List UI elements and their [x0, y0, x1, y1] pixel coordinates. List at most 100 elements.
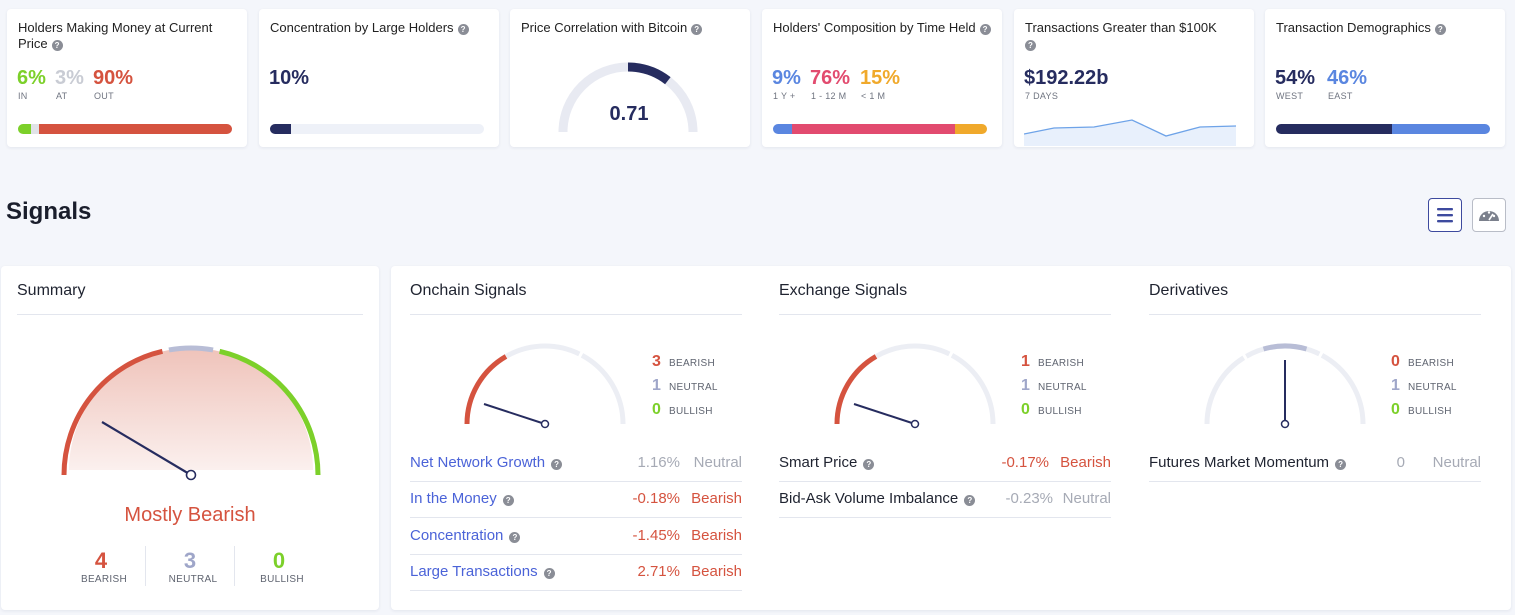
- mid-term-segment: [792, 124, 955, 134]
- signal-name[interactable]: In the Money?: [410, 490, 514, 507]
- signal-pct: 0: [1396, 454, 1405, 471]
- derivatives-bearish-count: 0: [1391, 353, 1400, 370]
- exchange-title: Exchange Signals: [779, 282, 908, 299]
- signal-row-in-the-money[interactable]: In the Money? -0.18% Bearish: [410, 482, 742, 518]
- gauge-view-button[interactable]: [1472, 198, 1506, 232]
- money-card-title: Holders Making Money at Current Price?: [18, 20, 213, 51]
- signal-pct: -0.17%: [1001, 454, 1049, 471]
- in-value: 6%: [17, 67, 46, 89]
- signal-status: Bearish: [691, 490, 742, 507]
- correlation-gauge-fill: [627, 62, 671, 85]
- onchain-neutral-label: NEUTRAL: [669, 382, 718, 393]
- help-icon[interactable]: ?: [691, 24, 703, 35]
- help-icon[interactable]: ?: [543, 568, 555, 579]
- help-icon[interactable]: ?: [551, 459, 563, 470]
- list-view-button[interactable]: [1428, 198, 1462, 232]
- summary-neutral-label: NEUTRAL: [168, 574, 218, 585]
- summary-bearish-count: 4: [94, 548, 108, 573]
- onchain-bullish-count: 0: [652, 401, 661, 418]
- signal-row-large-transactions[interactable]: Large Transactions? 2.71% Bearish: [410, 555, 742, 591]
- help-icon[interactable]: ?: [502, 495, 514, 506]
- signal-name[interactable]: Concentration?: [410, 527, 521, 544]
- help-icon[interactable]: ?: [1434, 24, 1446, 35]
- composition-bar: [773, 124, 987, 134]
- help-icon[interactable]: ?: [863, 459, 875, 470]
- signal-pct: 1.16%: [637, 454, 680, 471]
- help-icon[interactable]: ?: [509, 532, 521, 543]
- derivatives-bullish-count: 0: [1391, 401, 1400, 418]
- summary-gauge: [61, 345, 321, 481]
- signal-pct: 2.71%: [637, 563, 680, 580]
- summary-verdict: Mostly Bearish: [124, 504, 256, 526]
- onchain-bearish-count: 3: [652, 353, 661, 370]
- derivatives-title: Derivatives: [1149, 282, 1229, 299]
- at-segment: [30, 124, 40, 134]
- help-icon[interactable]: ?: [1335, 459, 1347, 470]
- help-icon[interactable]: ?: [51, 40, 63, 51]
- transactions-period: 7 DAYS: [1025, 91, 1059, 101]
- exchange-needle: [853, 403, 916, 425]
- onchain-bullish-label: BULLISH: [669, 406, 713, 417]
- out-label: OUT: [94, 91, 114, 101]
- transactions-value: $192.22b: [1024, 67, 1109, 89]
- help-icon[interactable]: ?: [979, 24, 991, 35]
- concentration-value: 10%: [269, 67, 310, 89]
- onchain-needle: [483, 403, 546, 425]
- correlation-gauge: [558, 62, 698, 133]
- out-value: 90%: [93, 67, 134, 89]
- money-bar: [18, 124, 232, 134]
- divider: [145, 546, 146, 586]
- at-label: AT: [56, 91, 68, 101]
- east-segment: [1391, 124, 1490, 134]
- divider: [234, 546, 235, 586]
- signal-row-smart-price[interactable]: Smart Price? -0.17% Bearish: [779, 446, 1111, 482]
- exchange-neutral-count: 1: [1021, 377, 1030, 394]
- long-term-label: 1 Y +: [773, 91, 796, 101]
- signal-name: Bid-Ask Volume Imbalance?: [779, 490, 976, 507]
- signal-status: Bearish: [691, 563, 742, 580]
- concentration-fill: [270, 124, 292, 134]
- help-icon[interactable]: ?: [964, 495, 976, 506]
- signal-row-bid-ask-volume-imbalance[interactable]: Bid-Ask Volume Imbalance? -0.23% Neutral: [779, 482, 1111, 518]
- signal-status: Neutral: [693, 454, 742, 471]
- signal-name[interactable]: Net Network Growth?: [410, 454, 563, 471]
- composition-card-title: Holders' Composition by Time Held?: [773, 20, 992, 36]
- exchange-gauge: [834, 343, 996, 429]
- correlation-card-title: Price Correlation with Bitcoin?: [521, 20, 740, 36]
- exchange-bearish-label: BEARISH: [1038, 358, 1085, 369]
- west-value: 54%: [1275, 67, 1316, 89]
- onchain-neutral-count: 1: [652, 377, 661, 394]
- money-card: Holders Making Money at Current Price? 6…: [7, 9, 247, 147]
- divider: [410, 314, 742, 315]
- summary-neutral-count: 3: [183, 548, 197, 573]
- signal-pct: -0.18%: [632, 490, 680, 507]
- in-segment: [18, 124, 31, 134]
- concentration-bar: [270, 124, 484, 134]
- onchain-gauge: [464, 343, 626, 429]
- summary-card: Summary Mostly Bearish 4 BEARISH 3 NEUTR…: [1, 266, 379, 610]
- signal-name: Futures Market Momentum?: [1149, 454, 1347, 471]
- signal-status: Bearish: [691, 527, 742, 544]
- onchain-title: Onchain Signals: [410, 282, 527, 299]
- signal-row-concentration[interactable]: Concentration? -1.45% Bearish: [410, 519, 742, 555]
- exchange-bullish-label: BULLISH: [1038, 406, 1082, 417]
- derivatives-gauge: [1204, 343, 1366, 429]
- signal-row-net-network-growth[interactable]: Net Network Growth? 1.16% Neutral: [410, 446, 742, 482]
- signal-pct: -1.45%: [632, 527, 680, 544]
- help-icon[interactable]: ?: [457, 24, 469, 35]
- divider: [17, 314, 363, 315]
- demographics-card: Transaction Demographics? 54% WEST 46% E…: [1265, 9, 1505, 147]
- demographics-card-title: Transaction Demographics?: [1276, 20, 1495, 36]
- signal-name[interactable]: Large Transactions?: [410, 563, 555, 580]
- short-term-segment: [954, 124, 987, 134]
- short-term-label: < 1 M: [861, 91, 886, 101]
- signal-name: Smart Price?: [779, 454, 875, 471]
- correlation-value: 0.71: [609, 103, 649, 125]
- help-icon[interactable]: ?: [1025, 40, 1036, 51]
- east-value: 46%: [1327, 67, 1368, 89]
- summary-bullish-label: BULLISH: [260, 574, 304, 585]
- signal-status: Bearish: [1060, 454, 1111, 471]
- signal-status: Neutral: [1432, 454, 1481, 471]
- list-icon: [1437, 208, 1453, 223]
- signal-row-futures-market-momentum[interactable]: Futures Market Momentum? 0 Neutral: [1149, 446, 1481, 482]
